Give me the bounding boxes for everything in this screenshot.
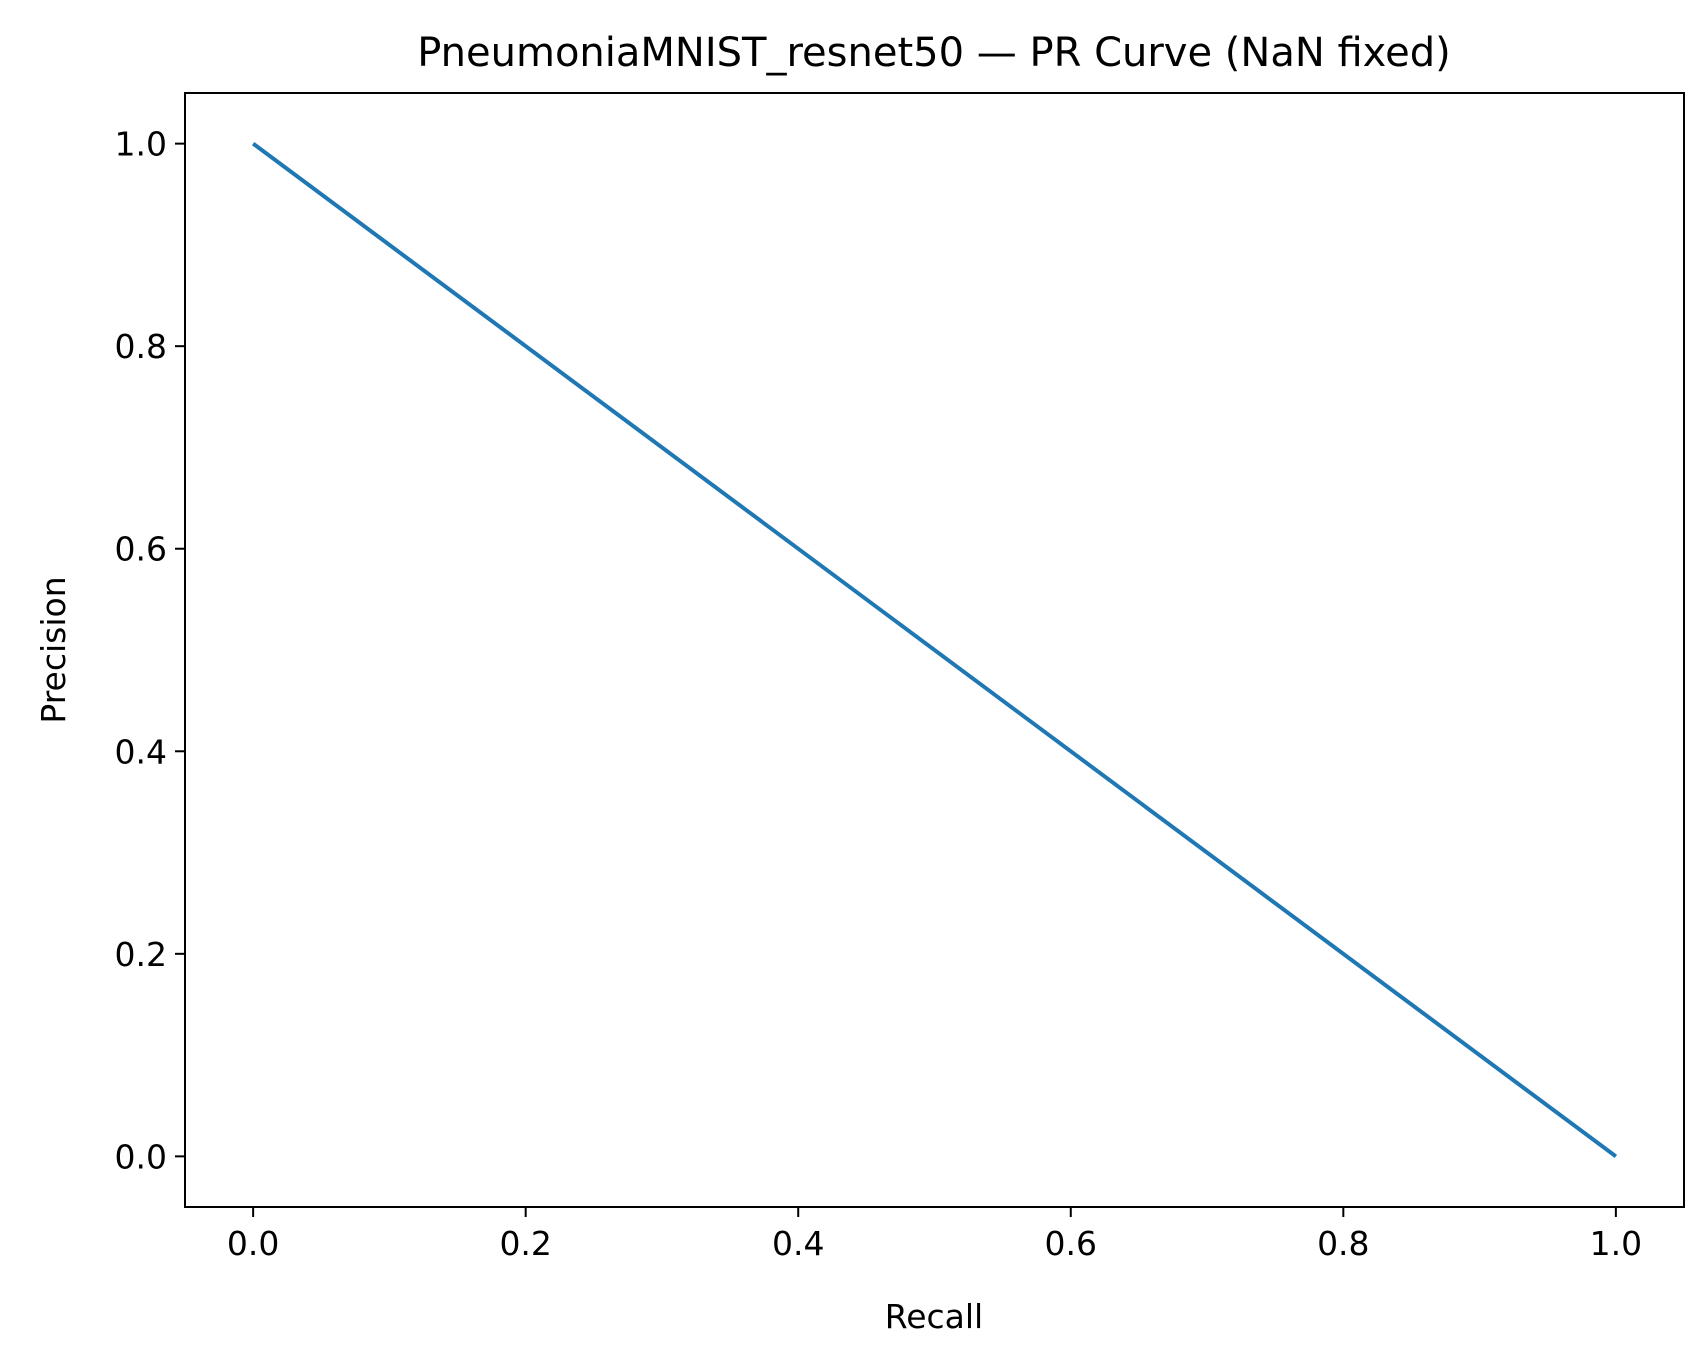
x-tick-label: 1.0 [1590,1224,1642,1263]
series-layer [251,142,1618,1158]
x-tick-label: 0.8 [1317,1224,1369,1263]
axes-frame [184,92,1685,1208]
x-axis-label: Recall [885,1297,983,1336]
chart-title: PneumoniaMNIST_resnet50 — PR Curve (NaN … [417,30,1450,76]
y-tick-label: 1.0 [115,125,167,164]
y-tick-label: 0.0 [115,1137,167,1176]
plot-area [184,92,1685,1208]
x-tick-label: 0.2 [499,1224,551,1263]
y-axis-label: Precision [34,576,73,723]
y-tick-label: 0.8 [115,327,167,366]
y-tick-label: 0.4 [115,732,167,771]
y-axis-ticks: 0.0 0.2 0.4 0.6 0.8 1.0 [115,125,185,1176]
x-tick-label: 0.4 [772,1224,824,1263]
x-tick-label: 0.0 [227,1224,279,1263]
y-tick-label: 0.2 [115,935,167,974]
pr-curve-line [251,142,1618,1158]
y-tick-label: 0.6 [115,530,167,569]
x-axis-ticks: 0.0 0.2 0.4 0.6 0.8 1.0 [227,1207,1642,1263]
x-tick-label: 0.6 [1045,1224,1097,1263]
